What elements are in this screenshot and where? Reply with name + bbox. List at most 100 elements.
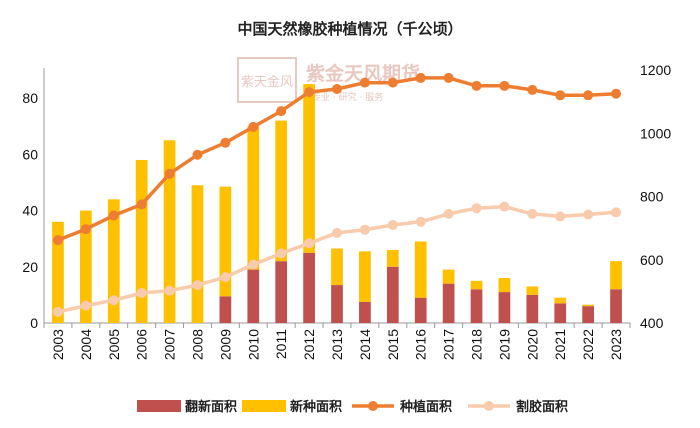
bar-新种面积 xyxy=(135,159,148,323)
point-种植面积 xyxy=(136,199,147,210)
point-割胶面积 xyxy=(359,224,370,235)
bar-新种面积 xyxy=(303,84,315,253)
legend-swatch xyxy=(137,400,181,412)
point-割胶面积 xyxy=(611,207,622,218)
bar-翻新面积 xyxy=(442,283,455,323)
legend-swatch xyxy=(242,400,286,412)
x-tick-label: 2006 xyxy=(134,329,150,360)
bar-翻新面积 xyxy=(554,303,567,323)
point-种植面积 xyxy=(443,72,454,83)
bar-翻新面积 xyxy=(359,301,371,323)
bar-翻新面积 xyxy=(275,261,288,323)
bar-新种面积 xyxy=(470,280,483,290)
point-种植面积 xyxy=(415,72,426,83)
watermark-seal xyxy=(237,57,297,103)
bar-翻新面积 xyxy=(610,289,622,323)
bar-新种面积 xyxy=(163,140,176,323)
bar-翻新面积 xyxy=(582,306,595,323)
bar-翻新面积 xyxy=(303,252,315,323)
legend-label: 种植面积 xyxy=(399,399,452,415)
bar-新种面积 xyxy=(331,248,343,286)
point-种植面积 xyxy=(387,77,398,88)
bar-新种面积 xyxy=(554,297,567,304)
bar-翻新面积 xyxy=(526,294,539,323)
x-tick-label: 2022 xyxy=(580,329,596,360)
legend-label: 新种面积 xyxy=(290,399,342,415)
y-right-tick-label: 800 xyxy=(640,189,664,205)
point-割胶面积 xyxy=(387,219,398,230)
x-tick-label: 2010 xyxy=(245,329,261,360)
bar-新种面积 xyxy=(275,120,288,262)
point-割胶面积 xyxy=(527,208,538,219)
bar-新种面积 xyxy=(247,126,260,270)
bar-翻新面积 xyxy=(219,296,232,323)
x-tick-label: 2007 xyxy=(162,329,178,360)
x-tick-label: 2004 xyxy=(78,329,94,360)
point-种植面积 xyxy=(527,84,538,95)
bar-新种面积 xyxy=(219,186,232,297)
x-tick-label: 2021 xyxy=(552,329,568,360)
point-割胶面积 xyxy=(499,201,510,212)
x-tick-label: 2013 xyxy=(329,329,345,360)
bar-新种面积 xyxy=(582,304,595,307)
y-right-tick-label: 400 xyxy=(640,315,664,331)
y-left-tick-label: 40 xyxy=(22,203,38,219)
point-种植面积 xyxy=(583,90,594,101)
point-割胶面积 xyxy=(332,227,342,238)
x-tick-label: 2019 xyxy=(496,329,512,360)
bar-新种面积 xyxy=(52,221,64,323)
bar-新种面积 xyxy=(414,241,427,298)
x-tick-label: 2005 xyxy=(106,329,122,360)
bar-翻新面积 xyxy=(386,266,399,323)
bar-新种面积 xyxy=(79,210,92,323)
point-割胶面积 xyxy=(80,300,91,311)
point-割胶面积 xyxy=(415,216,426,227)
point-种植面积 xyxy=(359,77,370,88)
x-tick-label: 2009 xyxy=(217,329,233,360)
y-left-tick-label: 80 xyxy=(22,90,38,106)
y-left-tick-label: 0 xyxy=(30,315,38,331)
point-割胶面积 xyxy=(220,272,231,283)
point-种植面积 xyxy=(276,106,287,117)
point-割胶面积 xyxy=(304,238,315,249)
point-割胶面积 xyxy=(471,203,482,214)
x-tick-label: 2015 xyxy=(385,329,401,360)
y-left-tick-label: 60 xyxy=(22,146,38,162)
bar-新种面积 xyxy=(498,278,511,293)
point-割胶面积 xyxy=(164,285,175,296)
watermark-seal-text: 紫天金风 xyxy=(241,74,293,90)
point-割胶面积 xyxy=(248,259,259,270)
point-割胶面积 xyxy=(443,208,454,219)
point-割胶面积 xyxy=(136,287,147,298)
point-割胶面积 xyxy=(192,280,203,291)
x-tick-label: 2020 xyxy=(524,329,540,360)
point-种植面积 xyxy=(52,235,63,246)
legend-marker xyxy=(368,401,378,411)
x-tick-label: 2014 xyxy=(357,329,373,360)
x-tick-label: 2008 xyxy=(189,329,205,360)
x-tick-label: 2023 xyxy=(608,329,624,360)
chart-title: 中国天然橡胶种植情况（千公顷） xyxy=(237,20,463,38)
bar-翻新面积 xyxy=(247,269,260,323)
point-种植面积 xyxy=(555,90,566,101)
watermark-subtitle: 专业 · 研究 · 服务 xyxy=(312,91,383,103)
y-right-tick-label: 1000 xyxy=(640,125,671,141)
point-割胶面积 xyxy=(555,211,566,222)
x-tick-label: 2011 xyxy=(273,329,289,359)
bar-翻新面积 xyxy=(331,285,343,323)
point-种植面积 xyxy=(220,137,231,148)
x-tick-label: 2016 xyxy=(413,329,429,360)
x-tick-label: 2012 xyxy=(301,329,317,360)
bar-翻新面积 xyxy=(470,289,483,323)
point-种植面积 xyxy=(499,80,510,91)
legend-marker xyxy=(484,401,494,411)
bar-新种面积 xyxy=(526,286,539,295)
y-left-tick-label: 20 xyxy=(22,259,38,275)
point-种植面积 xyxy=(471,80,482,91)
x-tick-label: 2017 xyxy=(441,329,457,360)
point-种植面积 xyxy=(80,224,91,235)
bar-新种面积 xyxy=(610,261,622,290)
bar-新种面积 xyxy=(442,269,455,284)
